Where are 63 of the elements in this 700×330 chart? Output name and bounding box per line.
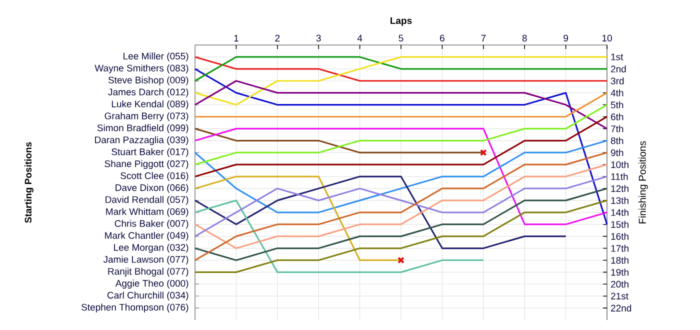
text: Steve Bishop (009) [108, 76, 188, 86]
line-series [194, 176, 567, 250]
x-tick-label: 9 [564, 34, 568, 42]
y2-tick-label: 1st [611, 54, 624, 60]
y2-tick-label: 18th [611, 256, 628, 264]
y2-tick-label: 7th [611, 125, 624, 132]
x-tick-label: 10 [602, 34, 612, 42]
line-series [194, 152, 608, 262]
line-series [194, 200, 608, 273]
text: James Darch (012) [108, 88, 188, 98]
y2-tick-label: 15th [611, 220, 628, 228]
text: Shane Piggott (027) [104, 160, 188, 169]
text: Stephen Thompson (076) [82, 304, 188, 312]
y2-tick-label: 10th [611, 161, 628, 168]
y2-tick-label: 3rd [610, 77, 624, 84]
text: Mark Chantler (049) [105, 232, 188, 241]
text: Carl Churchill (034) [107, 292, 188, 301]
text: Scott Clee (016) [120, 172, 188, 181]
text: Dave Dixon (066) [116, 184, 188, 193]
text: Lee Miller (055) [124, 52, 188, 62]
text: David Rendall (057) [106, 196, 188, 205]
x-tick-label: 2 [275, 34, 280, 42]
text: Simon Bradfield (099) [97, 124, 188, 134]
y2-tick-label: 21st [611, 292, 628, 300]
text: Jamie Lawson (077) [103, 256, 188, 265]
x-tick-label: 1 [234, 34, 238, 42]
text: Lee Morgan (032) [114, 244, 188, 253]
text: Graham Berry (073) [104, 112, 188, 122]
y2-tick-label: 4th [610, 89, 624, 96]
y2-tick-label: 5th [610, 101, 624, 108]
y2-tick-label: 12th [611, 185, 628, 192]
y2-tick-label: 20th [611, 280, 628, 288]
x-tick-label: 7 [481, 34, 486, 42]
x-tick-label: 8 [522, 34, 527, 42]
text: Ranjit Bhogal (077) [108, 268, 188, 277]
x-axis-title: Laps [390, 17, 412, 26]
text: Luke Kendal (089) [112, 100, 188, 110]
text: Starting Positions [24, 142, 34, 223]
line-series [194, 164, 608, 250]
y2-tick-label: 9th [610, 149, 624, 156]
y2-tick-label: 8th [610, 137, 624, 144]
y2-tick-label: 16th [611, 232, 628, 240]
y2-tick-label: 17th [611, 244, 628, 252]
y2-tick-label: 2nd [611, 65, 626, 72]
text: Wayne Smithers (083) [94, 64, 188, 74]
text: Stuart Baker (017) [112, 148, 188, 158]
text: Daran Pazzaglia (039) [95, 136, 188, 146]
x-tick-label: 3 [316, 34, 321, 42]
text: Mark Whittam (069) [106, 208, 188, 217]
y2-tick-label: 14th [611, 208, 628, 216]
line-series [194, 140, 608, 214]
x-tick-label: 5 [398, 34, 404, 42]
line-series [194, 188, 608, 262]
y2-tick-label: 13th [611, 196, 628, 204]
x-tick-label: 6 [440, 34, 444, 42]
y2-tick-label: 11th [611, 173, 628, 180]
y2-tick-label: 6th [611, 113, 624, 120]
y2-axis-title: Finishing Positions [638, 141, 648, 224]
x-tick-label: 4 [357, 34, 362, 42]
text: Aggie Theo (000) [115, 280, 188, 289]
y2-tick-label: 19th [611, 268, 628, 276]
text: Chris Baker (007) [114, 220, 188, 229]
y2-tick-label: 22nd [611, 304, 632, 312]
